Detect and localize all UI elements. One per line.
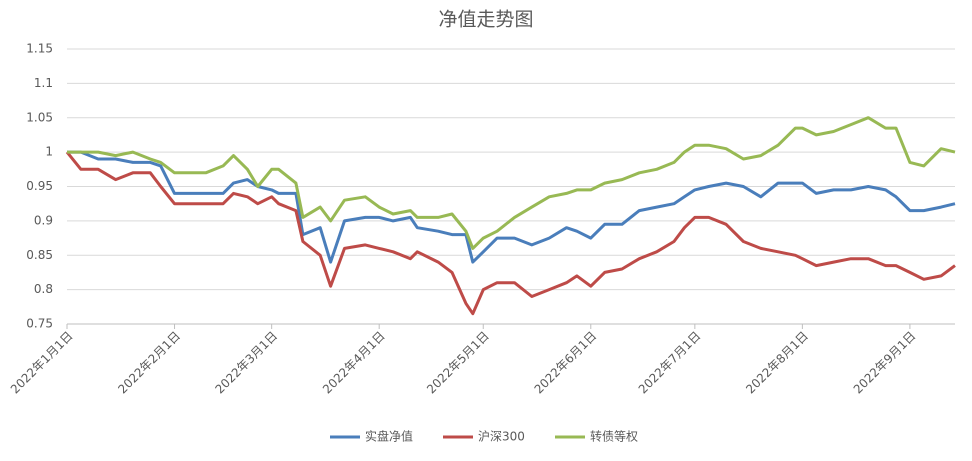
y-tick-label: 1.05 xyxy=(26,110,53,124)
legend-label: 实盘净值 xyxy=(365,429,413,444)
legend-label: 转债等权 xyxy=(590,429,638,444)
chart-title: 净值走势图 xyxy=(438,9,533,31)
y-tick-label: 0.95 xyxy=(26,179,53,193)
legend-label: 沪深300 xyxy=(478,430,525,444)
series-line xyxy=(67,116,956,250)
y-tick-label: 0.9 xyxy=(34,213,53,227)
y-tick-label: 1.1 xyxy=(34,76,53,90)
y-tick-label: 0.85 xyxy=(26,248,53,262)
y-tick-label: 0.75 xyxy=(26,317,53,331)
series-line xyxy=(67,150,956,264)
y-tick-label: 1 xyxy=(45,145,53,159)
y-tick-label: 0.8 xyxy=(34,282,53,296)
series-line xyxy=(65,151,956,316)
y-tick-label: 1.15 xyxy=(26,42,53,56)
